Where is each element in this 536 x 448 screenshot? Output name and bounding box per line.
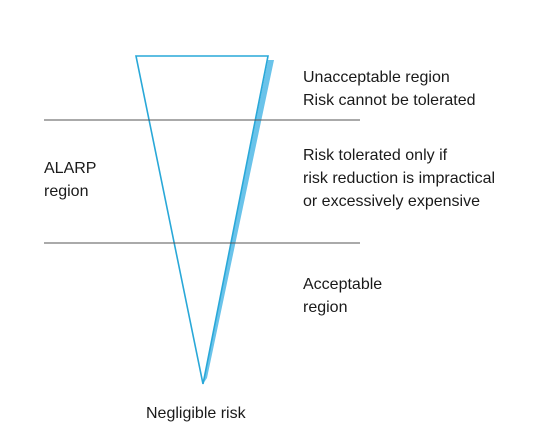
alarp-region-label: ALARP region: [44, 157, 96, 203]
tolerated-line-1: Risk tolerated only if: [303, 147, 448, 164]
unacceptable-line-2: Risk cannot be tolerated: [303, 92, 476, 109]
risk-triangle: [135, 55, 269, 385]
negligible-risk-text: Negligible risk: [146, 405, 246, 422]
acceptable-line-1: Acceptable: [303, 276, 383, 293]
tolerated-region-label: Risk tolerated only if risk reduction is…: [303, 144, 495, 213]
tolerated-line-2: risk reduction is impractical: [303, 170, 496, 187]
alarp-line-2: region: [44, 183, 89, 200]
alarp-line-1: ALARP: [44, 160, 97, 177]
triangle-shadow: [203, 60, 274, 384]
unacceptable-line-1: Unacceptable region: [303, 69, 450, 86]
unacceptable-region-label: Unacceptable region Risk cannot be toler…: [303, 66, 476, 112]
negligible-risk-label: Negligible risk: [146, 402, 246, 425]
acceptable-line-2: region: [303, 299, 348, 316]
tolerated-line-3: or excessively expensive: [303, 193, 480, 210]
acceptable-region-label: Acceptable region: [303, 273, 382, 319]
